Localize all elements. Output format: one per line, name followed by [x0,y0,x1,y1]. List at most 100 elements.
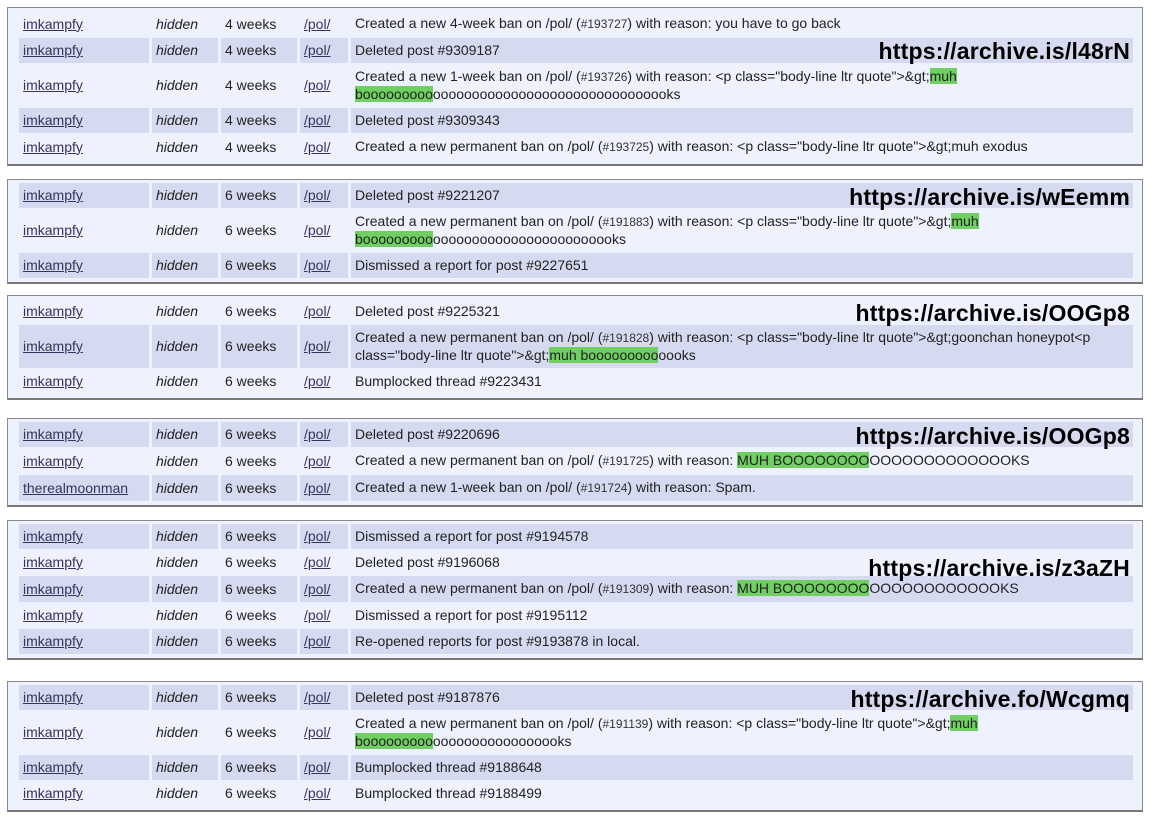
board-link[interactable]: /pol/ [304,689,331,705]
action-text: Created a new permanent ban on /pol/ ( [355,715,603,731]
user-link[interactable]: imkampfy [23,15,83,32]
user-link[interactable]: imkampfy [23,373,83,389]
visibility-cell: hidden [152,629,218,654]
board-link[interactable]: /pol/ [304,554,331,570]
board-link[interactable]: /pol/ [304,373,331,389]
ban-id: #193725 [602,140,650,154]
board-link[interactable]: /pol/ [304,759,331,775]
age-cell: 6 weeks [225,554,277,570]
board-link[interactable]: /pol/ [304,303,331,319]
board-cell: /pol/ [300,183,348,208]
visibility-cell: hidden [152,524,218,549]
board-link[interactable]: /pol/ [304,633,331,649]
user-link[interactable]: imkampfy [23,724,83,740]
board-cell: /pol/ [300,524,348,549]
age-cell: 6 weeks [221,475,297,501]
action-reason: ) with reason: [649,580,738,596]
highlighted-text: muh booooooooo [549,347,659,363]
age-cell: 6 weeks [221,629,297,654]
age-cell: 6 weeks [225,222,277,238]
user-link[interactable]: imkampfy [23,528,83,544]
board-link[interactable]: /pol/ [304,724,331,740]
user-link[interactable]: imkampfy [23,633,83,649]
ban-id: #193727 [580,17,628,31]
user-link[interactable]: imkampfy [23,554,83,570]
board-cell: /pol/ [300,64,348,107]
user-link[interactable]: imkampfy [23,759,83,775]
user-link[interactable]: imkampfy [23,222,83,238]
visibility-cell: hidden [156,554,199,570]
user-link[interactable]: imkampfy [23,77,83,93]
age-cell: 6 weeks [221,755,297,780]
board-cell: /pol/ [300,550,348,575]
board-link[interactable]: /pol/ [304,426,331,442]
action-reason: ) with reason: <p class="body-line ltr q… [627,68,930,84]
action-cell: Deleted post #9187876 [351,685,1133,710]
action-text-tail: ooooooooooooooooks [432,733,572,749]
table-row: imkampfy hidden 4 weeks /pol/ Created a … [19,64,1133,107]
user-link[interactable]: imkampfy [23,580,83,597]
action-cell: Bumplocked thread #9188648 [351,755,1133,780]
user-link[interactable]: imkampfy [23,452,83,469]
user-link[interactable]: imkampfy [23,112,83,128]
board-link[interactable]: /pol/ [304,138,331,155]
board-link[interactable]: /pol/ [304,257,331,273]
age-cell: 6 weeks [221,325,297,368]
table-row: imkampfy hidden 6 weeks /pol/ Deleted po… [19,422,1133,447]
user-link[interactable]: imkampfy [23,338,83,354]
board-link[interactable]: /pol/ [304,112,331,128]
visibility-cell: hidden [152,576,218,602]
action-cell: Re-opened reports for post #9193878 in l… [351,629,1133,654]
user-link[interactable]: imkampfy [23,138,83,155]
board-link[interactable]: /pol/ [304,187,331,203]
mod-log-table: imkampfy hidden 6 weeks /pol/ Deleted po… [7,681,1143,812]
board-link[interactable]: /pol/ [304,222,331,238]
action-cell: Dismissed a report for post #9194578 [351,524,1133,549]
user-cell: imkampfy [19,550,149,575]
mod-log-table: imkampfy hidden 6 weeks /pol/ Deleted po… [7,179,1143,284]
table-row: imkampfy hidden 6 weeks /pol/ Deleted po… [19,299,1133,324]
board-cell: /pol/ [300,629,348,654]
user-cell: imkampfy [19,134,149,160]
user-link[interactable]: imkampfy [23,607,83,623]
user-link[interactable]: imkampfy [23,42,83,58]
user-link[interactable]: imkampfy [23,303,83,319]
table-row: imkampfy hidden 4 weeks /pol/ Deleted po… [19,38,1133,63]
user-link[interactable]: therealmoonman [23,479,129,496]
board-link[interactable]: /pol/ [304,785,331,801]
board-link[interactable]: /pol/ [304,479,331,496]
user-cell: imkampfy [19,369,149,394]
board-cell: /pol/ [300,134,348,160]
board-cell: /pol/ [300,209,348,252]
age-cell: 6 weeks [225,373,277,389]
board-cell: /pol/ [300,685,348,710]
user-link[interactable]: imkampfy [23,785,83,801]
board-link[interactable]: /pol/ [304,338,331,354]
board-cell: /pol/ [300,422,348,447]
user-link[interactable]: imkampfy [23,257,83,273]
board-link[interactable]: /pol/ [304,528,331,544]
user-link[interactable]: imkampfy [23,689,83,705]
age-cell: 6 weeks [221,253,297,278]
action-cell: Deleted post #9221207 [351,183,1133,208]
table-row: imkampfy hidden 6 weeks /pol/ Re-opened … [19,629,1133,654]
board-link[interactable]: /pol/ [304,77,331,93]
board-link[interactable]: /pol/ [304,607,331,623]
mod-log-table: imkampfy hidden 4 weeks /pol/ Created a … [7,7,1143,166]
action-cell: Dismissed a report for post #9227651 [351,253,1133,278]
board-link[interactable]: /pol/ [304,580,331,597]
action-text: Deleted post #9221207 [355,187,500,203]
age-cell: 6 weeks [225,452,277,469]
action-cell: Deleted post #9196068 [351,550,1133,575]
age-cell: 6 weeks [225,785,277,801]
visibility-cell: hidden [156,138,199,155]
board-link[interactable]: /pol/ [304,15,331,32]
archive-url-label: https://archive.is/z3aZH [868,555,1130,581]
board-link[interactable]: /pol/ [304,42,331,58]
action-reason: ) with reason: Spam. [627,479,756,495]
action-text-tail: oooks [658,347,696,363]
user-link[interactable]: imkampfy [23,426,83,442]
board-link[interactable]: /pol/ [304,452,331,469]
user-link[interactable]: imkampfy [23,187,83,203]
age-cell: 4 weeks [221,108,297,133]
